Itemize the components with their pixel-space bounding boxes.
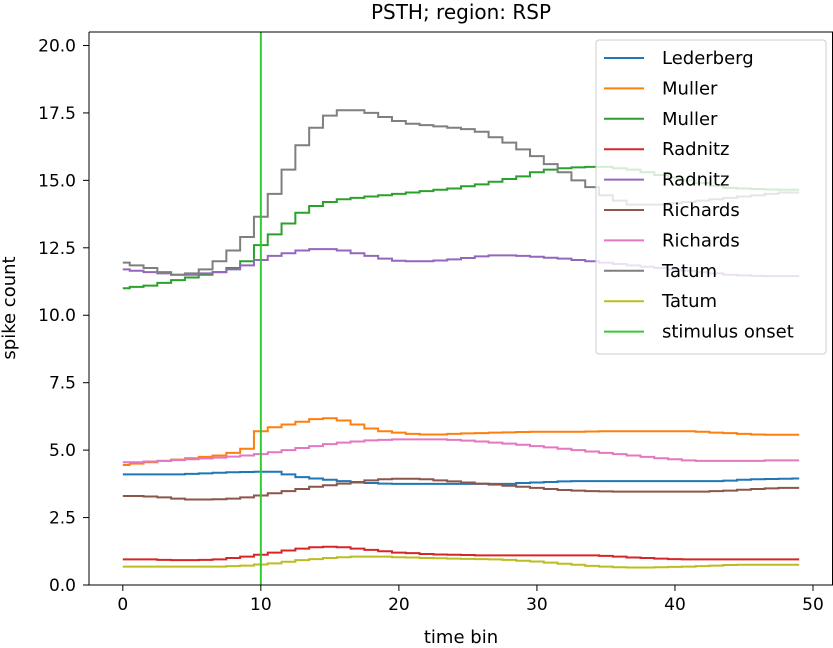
x-tick-label: 10 <box>250 595 272 615</box>
legend-box <box>595 39 827 355</box>
x-tick-label: 30 <box>526 595 548 615</box>
y-axis-label: spike count <box>0 256 20 359</box>
legend-label: Lederberg <box>662 48 754 69</box>
x-ticks: 0 10 20 30 40 50 <box>117 585 824 615</box>
legend-label: Radnitz <box>662 170 729 191</box>
legend-label: stimulus onset <box>662 322 794 343</box>
legend: Lederberg Muller Muller Radnitz Radnitz Richa… <box>595 39 827 355</box>
legend-label: Richards <box>662 200 740 221</box>
legend-label: Muller <box>662 78 718 99</box>
series-line-0 <box>122 470 800 485</box>
legend-label: Richards <box>662 230 740 251</box>
y-ticks: 0.0 2.5 5.0 7.5 10.0 12.5 15.0 17.5 20.0 <box>38 36 89 596</box>
series-line-3 <box>122 545 800 562</box>
x-tick-label: 50 <box>802 595 824 615</box>
series-line-8 <box>122 555 800 569</box>
chart-title: PSTH; region: RSP <box>371 0 551 24</box>
y-tick-label: 12.5 <box>38 239 76 259</box>
y-tick-label: 10.0 <box>38 306 76 326</box>
y-tick-label: 0.0 <box>49 576 76 596</box>
x-axis-label: time bin <box>424 627 498 648</box>
y-tick-label: 15.0 <box>38 171 76 191</box>
x-tick-label: 0 <box>117 595 128 615</box>
series-line-6 <box>122 438 800 464</box>
series-line-1 <box>122 417 800 466</box>
y-tick-label: 20.0 <box>38 36 76 56</box>
y-tick-label: 17.5 <box>38 104 76 124</box>
y-tick-label: 5.0 <box>49 441 76 461</box>
legend-label: Tatum <box>661 291 717 312</box>
series-line-5 <box>122 477 800 501</box>
x-tick-label: 40 <box>664 595 686 615</box>
legend-label: Muller <box>662 109 718 130</box>
legend-label: Tatum <box>661 261 717 282</box>
y-tick-label: 7.5 <box>49 374 76 394</box>
y-tick-label: 2.5 <box>49 509 76 529</box>
x-tick-label: 20 <box>388 595 410 615</box>
legend-label: Radnitz <box>662 139 729 160</box>
